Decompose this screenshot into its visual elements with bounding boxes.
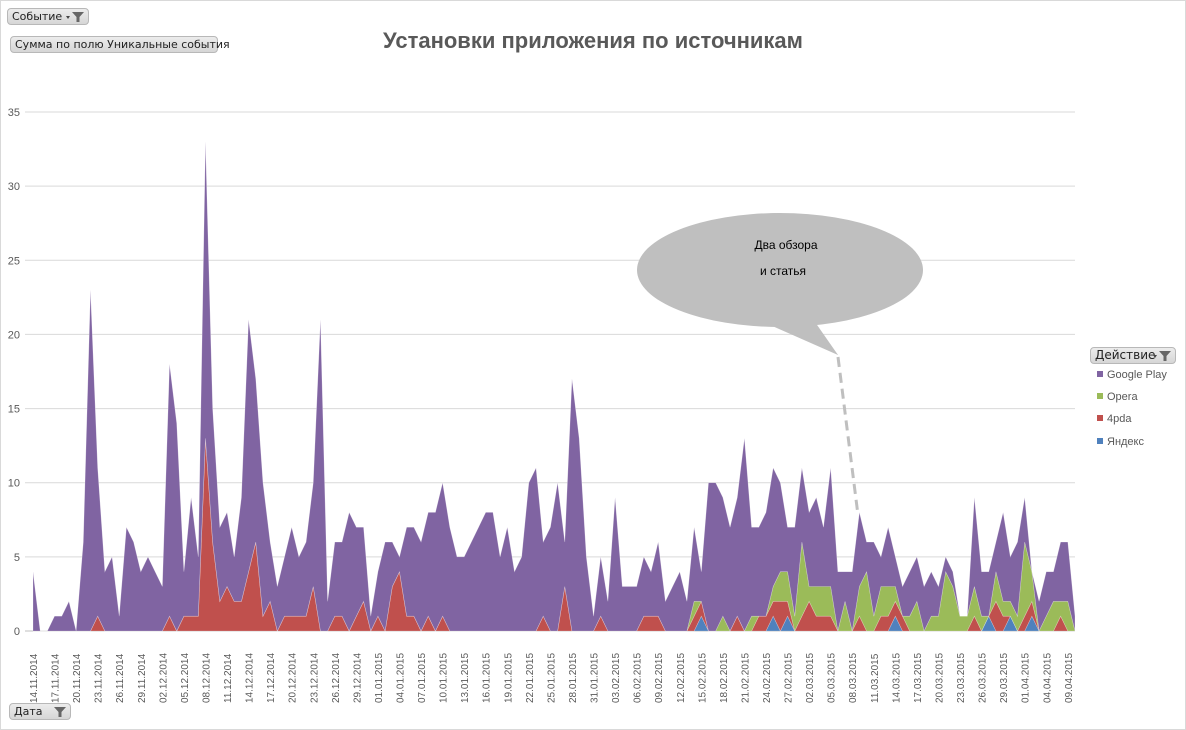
x-tick-label: 16.01.2015 [482,653,493,703]
callout-tail [770,322,838,355]
callout: Два обзора и статья [637,213,923,516]
x-tick-label: 17.03.2015 [913,653,924,703]
x-tick-label: 20.12.2014 [288,653,299,703]
legend-item-google-play[interactable]: Google Play [1097,369,1167,381]
area-series-google-play [32,141,1076,633]
x-tick-label: 08.03.2015 [848,653,859,703]
filter-icon [66,12,84,22]
x-tick-label: 01.01.2015 [374,653,385,703]
filter-icon [54,707,66,717]
x-tick-label: 17.11.2014 [51,653,62,703]
x-tick-label: 29.11.2014 [137,653,148,703]
x-tick-label: 04.01.2015 [396,653,407,703]
value-field-button[interactable]: Сумма по полю Уникальные события [10,36,230,53]
x-tick-label: 14.12.2014 [245,653,256,703]
x-tick-label: 13.01.2015 [460,653,471,703]
y-tick-label: 30 [8,181,20,193]
legend-swatch [1097,371,1103,377]
x-tick-label: 11.12.2014 [223,653,234,703]
x-tick-label: 07.01.2015 [417,653,428,703]
x-tick-label: 06.02.2015 [633,653,644,703]
legend-label: 4pda [1107,413,1132,425]
legend-item-4pda[interactable]: 4pda [1097,413,1131,425]
legend-item-yandex[interactable]: Яндекс [1097,436,1144,448]
x-tick-label: 23.12.2014 [309,653,320,703]
x-tick-label: 10.01.2015 [439,653,450,703]
x-tick-label: 31.01.2015 [590,653,601,703]
x-tick-label: 17.12.2014 [266,653,277,703]
x-tick-label: 20.11.2014 [72,653,83,703]
chart-title: Установки приложения по источникам [383,28,803,53]
y-tick-label: 10 [8,478,20,490]
callout-ellipse [637,213,923,327]
callout-line-2: и статья [760,264,806,278]
x-tick-label: 02.03.2015 [805,653,816,703]
filter-icon [1153,351,1171,361]
x-tick-label: 26.03.2015 [978,653,989,703]
x-tick-label: 03.02.2015 [611,653,622,703]
x-tick-label: 09.02.2015 [654,653,665,703]
x-tick-label: 02.12.2014 [158,653,169,703]
x-tick-label: 08.12.2014 [202,653,213,703]
legend-label: Google Play [1107,369,1167,381]
legend-swatch [1097,393,1103,399]
legend-item-opera[interactable]: Opera [1097,391,1138,403]
x-tick-label: 12.02.2015 [676,653,687,703]
callout-line-1: Два обзора [754,238,817,252]
axis-field-button[interactable]: Дата [9,703,71,720]
x-tick-label: 26.12.2014 [331,653,342,703]
legend-label: Яндекс [1107,436,1144,448]
x-tick-label: 09.04.2015 [1064,653,1075,703]
event-filter-label: Событие [12,10,63,23]
x-tick-label: 18.02.2015 [719,653,730,703]
x-tick-label: 14.11.2014 [29,653,40,703]
x-tick-label: 29.03.2015 [999,653,1010,703]
x-tick-label: 11.03.2015 [870,653,881,703]
legend-field-label: Действие [1095,348,1156,362]
y-tick-label: 15 [8,404,20,416]
x-tick-label: 21.02.2015 [740,653,751,703]
y-tick-label: 0 [14,626,20,638]
x-tick-label: 04.04.2015 [1042,653,1053,703]
legend-label: Opera [1107,391,1138,403]
y-tick-label: 25 [8,255,20,267]
legend-field-button[interactable]: Действие [1090,347,1176,364]
x-tick-label: 20.03.2015 [935,653,946,703]
x-tick-label: 19.01.2015 [503,653,514,703]
x-tick-label: 23.11.2014 [94,653,105,703]
axis-field-label: Дата [14,705,43,718]
x-tick-label: 01.04.2015 [1021,653,1032,703]
x-tick-label: 24.02.2015 [762,653,773,703]
x-tick-label: 26.11.2014 [115,653,126,703]
x-tick-label: 27.02.2015 [784,653,795,703]
legend-swatch [1097,415,1103,421]
callout-leader-line [836,356,860,516]
x-tick-label: 05.12.2014 [180,653,191,703]
x-tick-label: 25.01.2015 [546,653,557,703]
legend-swatch [1097,438,1103,444]
x-tick-label: 05.03.2015 [827,653,838,703]
y-tick-label: 5 [14,552,20,564]
x-tick-label: 15.02.2015 [697,653,708,703]
x-tick-label: 22.01.2015 [525,653,536,703]
x-tick-label: 23.03.2015 [956,653,967,703]
y-tick-label: 35 [8,107,20,119]
x-tick-label: 28.01.2015 [568,653,579,703]
y-tick-label: 20 [8,329,20,341]
event-filter-button[interactable]: Событие [7,8,89,25]
x-tick-label: 14.03.2015 [891,653,902,703]
x-tick-label: 29.12.2014 [352,653,363,703]
